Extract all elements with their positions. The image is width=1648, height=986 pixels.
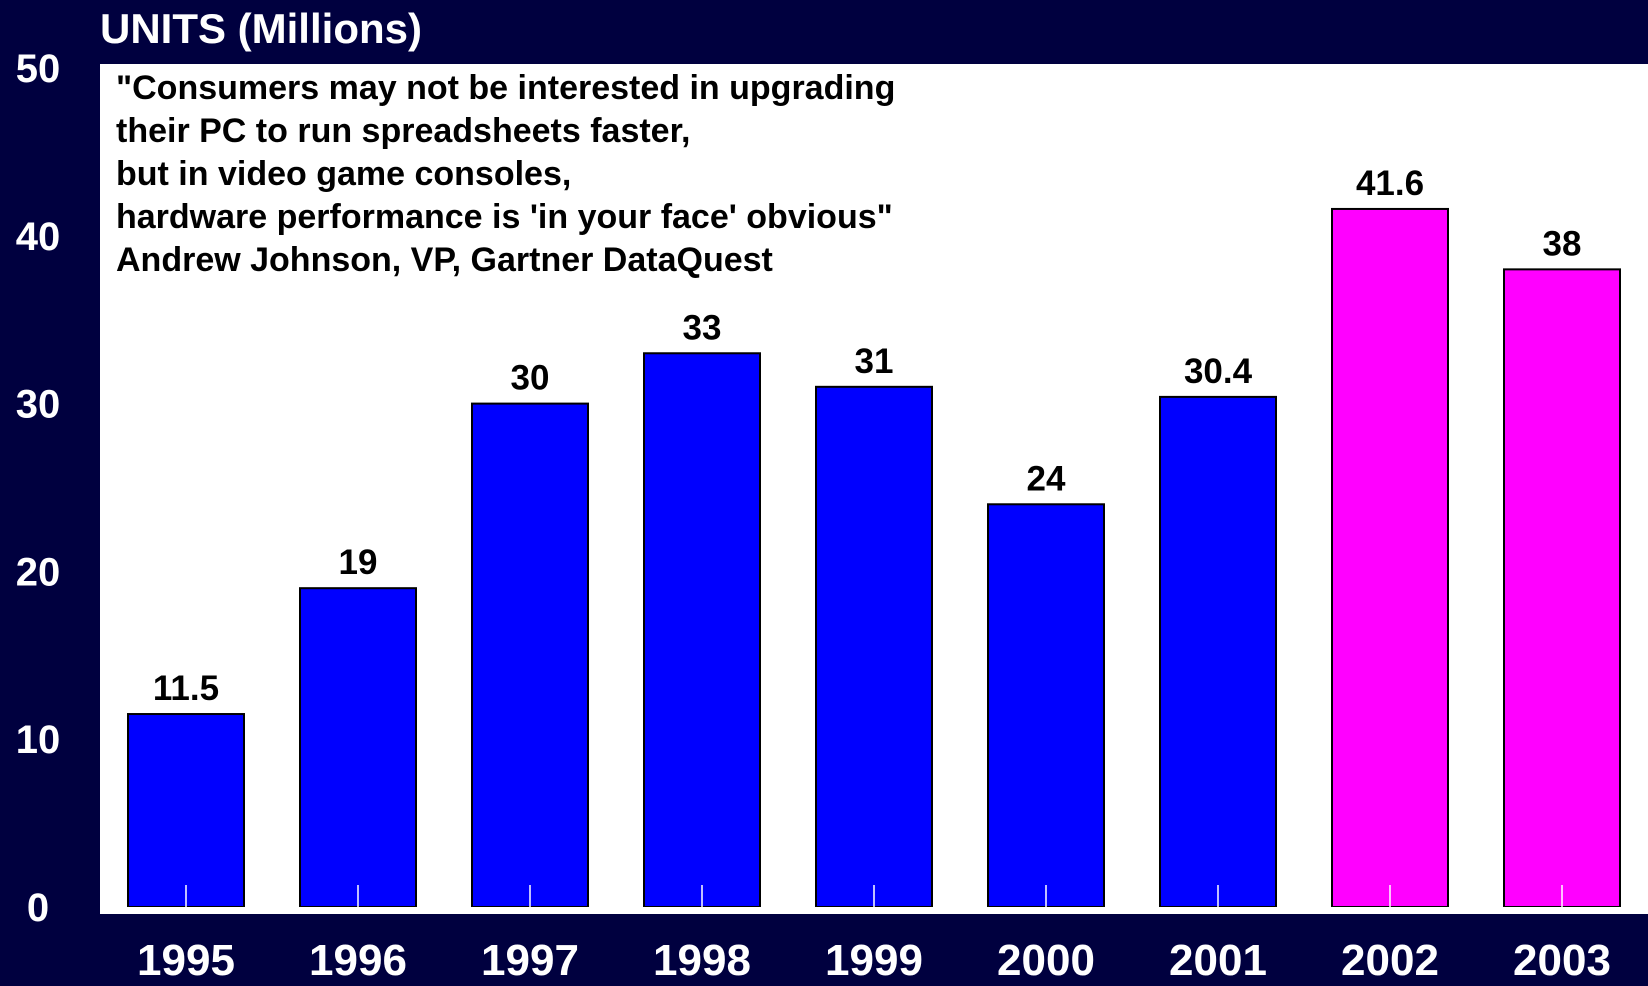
bar-1996 (299, 587, 417, 908)
quote-line: their PC to run spreadsheets faster, (116, 112, 691, 150)
data-label-1997: 30 (511, 359, 550, 398)
y-tick-label-0: 0 (27, 886, 49, 930)
data-label-1998: 33 (683, 308, 722, 347)
x-tick-label-1995: 1995 (137, 936, 235, 985)
bar-1995 (127, 713, 245, 909)
bar-2001 (1159, 395, 1277, 908)
y-tick-label-30: 30 (16, 383, 61, 427)
data-label-2001: 30.4 (1184, 352, 1253, 391)
x-axis: 1995 1996 1997 1998 1999 2000 2001 2002 2003 (100, 907, 1648, 985)
bar-1999 (815, 385, 933, 908)
bars-layer (127, 207, 1621, 909)
data-label-1999: 31 (855, 342, 894, 381)
x-tick-label-1998: 1998 (653, 936, 751, 985)
y-tick-label-10: 10 (16, 718, 61, 762)
x-tick-label-1997: 1997 (481, 936, 579, 985)
quote-line: but in video game consoles, (116, 155, 572, 193)
y-tick-label-40: 40 (16, 215, 61, 259)
data-label-1996: 19 (339, 543, 378, 582)
x-tick-label-2001: 2001 (1169, 936, 1267, 985)
x-tick-label-2002: 2002 (1341, 936, 1439, 985)
x-tick-label-2000: 2000 (997, 936, 1095, 985)
quote-attribution: Andrew Johnson, VP, Gartner DataQuest (116, 241, 773, 279)
bar-2003 (1503, 268, 1621, 908)
y-tick-label-50: 50 (16, 47, 61, 91)
data-label-1995: 11.5 (153, 669, 219, 708)
bar-2002 (1331, 207, 1449, 908)
bar-1997 (471, 402, 589, 908)
data-labels-layer: 11.5 19 30 33 31 24 30.4 41.6 38 (153, 164, 1582, 708)
quote-line: "Consumers may not be interested in upgr… (116, 69, 896, 107)
bar-2000 (987, 503, 1105, 908)
x-tick-label-2003: 2003 (1513, 936, 1611, 985)
bar-1998 (643, 352, 761, 908)
y-axis: 0 10 20 30 40 50 (16, 47, 61, 930)
quote-line: hardware performance is 'in your face' o… (116, 198, 893, 236)
data-label-2003: 38 (1543, 224, 1582, 263)
x-tick-label-1999: 1999 (825, 936, 923, 985)
data-label-2000: 24 (1027, 459, 1066, 498)
chart-title: UNITS (Millions) (100, 5, 422, 52)
x-tick-label-1996: 1996 (309, 936, 407, 985)
y-tick-label-20: 20 (16, 550, 61, 594)
data-label-2002: 41.6 (1356, 164, 1424, 203)
